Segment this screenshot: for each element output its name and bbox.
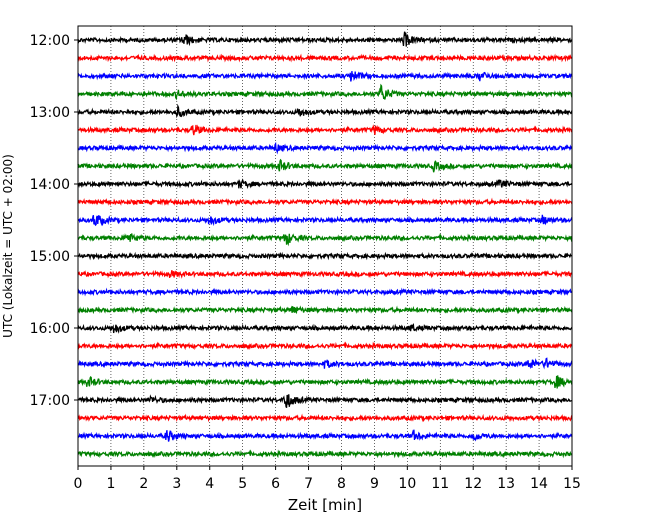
x-tick-label: 2 xyxy=(139,476,148,492)
y-tick-label: 17:00 xyxy=(30,393,70,409)
x-tick-label: 5 xyxy=(238,476,247,492)
x-tick-label: 14 xyxy=(530,476,548,492)
plot-frame xyxy=(77,25,573,467)
x-tick-label: 4 xyxy=(205,476,214,492)
grid-lines xyxy=(110,26,540,466)
x-tick-label: 1 xyxy=(106,476,115,492)
seismic-trace xyxy=(77,323,573,334)
x-axis-label: Zeit [min] xyxy=(288,496,362,514)
x-tick-label: 7 xyxy=(304,476,313,492)
y-tick-label: 13:00 xyxy=(30,105,70,121)
seismic-trace xyxy=(77,429,573,442)
seismic-trace xyxy=(77,413,573,423)
seismic-trace xyxy=(77,103,573,119)
seismic-trace xyxy=(77,233,573,247)
seismic-trace xyxy=(77,251,573,261)
seismic-trace xyxy=(77,124,573,136)
x-tick-label: 11 xyxy=(431,476,449,492)
seismic-trace xyxy=(77,394,573,409)
seismic-trace xyxy=(77,449,573,459)
seismic-trace xyxy=(77,197,573,207)
trace-group xyxy=(77,31,573,459)
seismic-trace xyxy=(77,53,573,63)
y-tick-label: 12:00 xyxy=(30,33,70,49)
seismic-trace xyxy=(77,71,573,82)
x-axis: 0 1 2 3 4 5 6 7 8 9 10 11 12 13 14 15 xyxy=(74,466,581,492)
seismic-trace xyxy=(77,375,573,389)
seismic-trace xyxy=(77,341,573,351)
y-axis: 12:00 13:00 14:00 15:00 16:00 17:00 xyxy=(30,33,78,409)
seismic-trace xyxy=(77,141,573,155)
x-tick-label: 9 xyxy=(370,476,379,492)
seismic-trace xyxy=(77,31,573,47)
seismic-trace xyxy=(77,83,573,101)
seismic-trace xyxy=(77,287,573,297)
seismic-trace xyxy=(77,357,573,370)
x-tick-label: 3 xyxy=(172,476,181,492)
y-tick-label: 15:00 xyxy=(30,249,70,265)
x-tick-label: 15 xyxy=(563,476,581,492)
y-tick-label: 14:00 xyxy=(30,177,70,193)
seismic-trace xyxy=(77,214,573,227)
seismic-trace xyxy=(77,178,573,189)
x-tick-label: 12 xyxy=(464,476,482,492)
x-tick-label: 13 xyxy=(497,476,515,492)
seismic-trace xyxy=(77,269,573,279)
y-tick-label: 16:00 xyxy=(30,321,70,337)
x-tick-label: 10 xyxy=(398,476,416,492)
seismic-trace xyxy=(77,305,573,315)
x-tick-label: 8 xyxy=(337,476,346,492)
x-tick-label: 0 xyxy=(74,476,83,492)
x-tick-label: 6 xyxy=(271,476,280,492)
y-axis-label: UTC (Lokalzeit = UTC + 02:00) xyxy=(1,154,15,338)
seismic-trace xyxy=(77,158,573,173)
